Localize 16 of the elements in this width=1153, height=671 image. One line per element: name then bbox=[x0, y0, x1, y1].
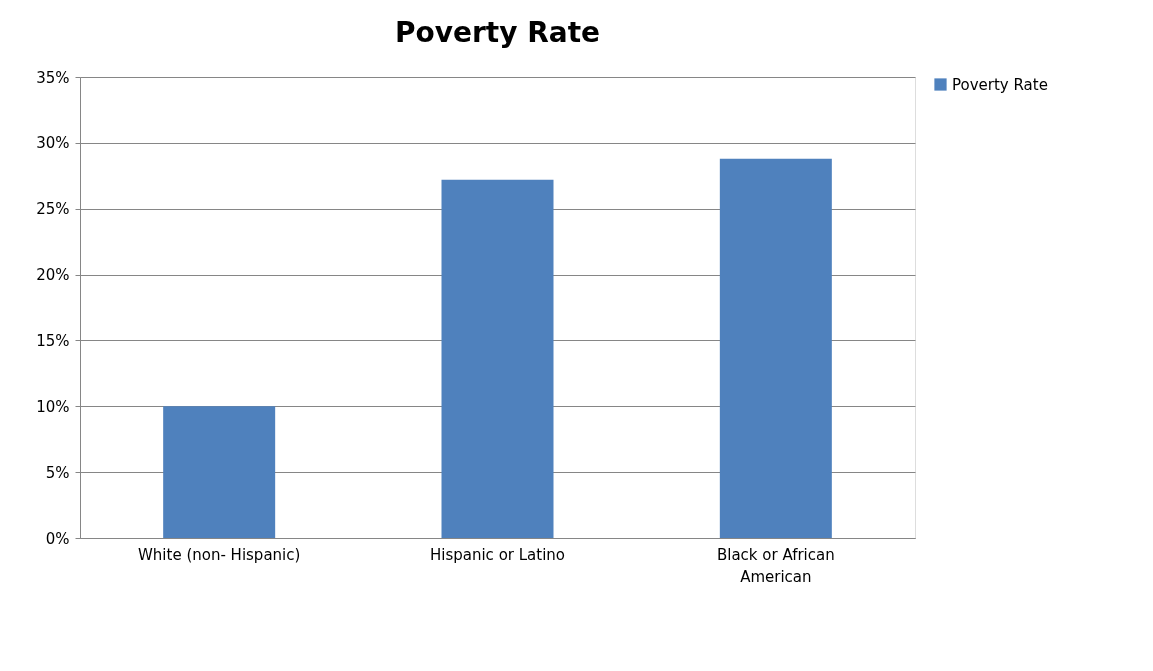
bar bbox=[719, 158, 832, 538]
chart-title: Poverty Rate bbox=[394, 16, 601, 49]
bar bbox=[441, 179, 554, 538]
y-tick-label: 35% bbox=[36, 68, 70, 87]
bar bbox=[163, 406, 276, 538]
x-tick-label: White (non- Hispanic) bbox=[137, 546, 301, 564]
y-tick-label: 5% bbox=[45, 463, 70, 482]
y-tick-label: 25% bbox=[36, 200, 70, 219]
y-tick-label: 15% bbox=[36, 331, 70, 350]
y-tick-label: 0% bbox=[45, 529, 70, 548]
y-tick-label: 30% bbox=[36, 134, 70, 153]
y-tick-label: 20% bbox=[36, 266, 70, 285]
legend-label: Poverty Rate bbox=[952, 75, 1048, 94]
x-tick-label: Black or African American bbox=[716, 546, 835, 586]
x-tick-label: Hispanic or Latino bbox=[429, 546, 566, 564]
y-tick-label: 10% bbox=[36, 397, 70, 416]
